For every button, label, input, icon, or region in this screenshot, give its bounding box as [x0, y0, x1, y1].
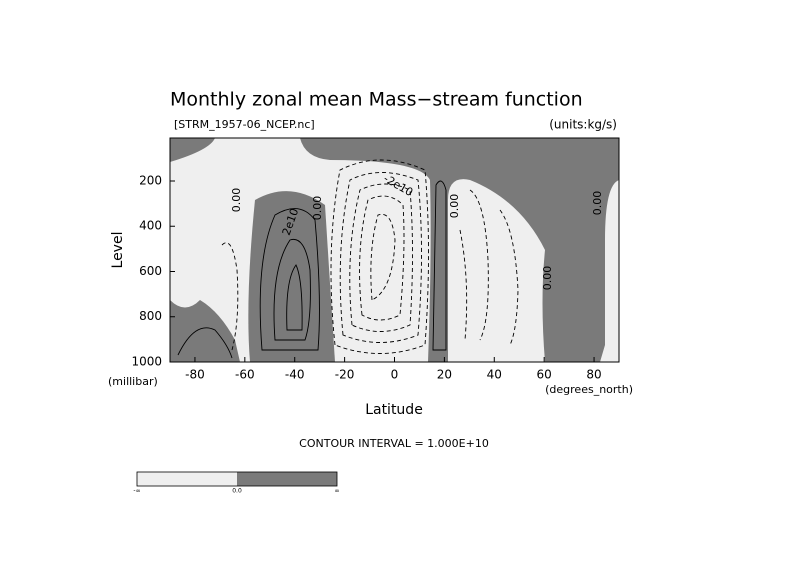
colorbar-positive [237, 472, 337, 486]
contour-lines [177, 159, 519, 359]
colorbar-label: ∞ [335, 488, 340, 495]
colorbar-negative [137, 472, 237, 486]
colorbar-label: -∞ [133, 488, 140, 495]
colorbar-label: 0.0 [232, 488, 242, 495]
x-tick-label: 20 [437, 368, 452, 382]
y-tick-label: 600 [139, 264, 162, 278]
y-tick-label: 800 [139, 309, 162, 323]
x-tick-label: 0 [391, 368, 399, 382]
units: (units:kg/s) [549, 118, 617, 132]
chart-title: Monthly zonal mean Mass−stream function [170, 89, 583, 111]
x-tick-label: -20 [335, 368, 355, 382]
x-axis-label: Latitude [365, 402, 423, 418]
contour-label: 0.00 [311, 196, 324, 221]
contour-interval: CONTOUR INTERVAL = 1.000E+10 [299, 437, 489, 450]
positive-regions [170, 138, 619, 362]
file-name: [STRM_1957-06_NCEP.nc] [174, 118, 315, 131]
x-tick-label: -60 [235, 368, 255, 382]
y-axis-label: Level [110, 232, 126, 269]
colorbar [136, 471, 338, 487]
x-tick-label: -80 [185, 368, 205, 382]
contour-label: 0.00 [448, 194, 461, 219]
colorbar-frame [136, 471, 338, 487]
contour-label: 0.00 [230, 188, 243, 213]
y-tick-label: 200 [139, 173, 162, 187]
y-axis-units: (millibar) [108, 375, 158, 388]
x-tick-label: -40 [285, 368, 305, 382]
contour-label: 0.00 [591, 191, 604, 216]
contour-label: 0.00 [541, 266, 554, 291]
y-tick-label: 400 [139, 219, 162, 233]
y-tick-label: 1000 [131, 355, 162, 369]
x-tick-label: 60 [537, 368, 552, 382]
x-tick-label: 40 [487, 368, 502, 382]
x-tick-label: 80 [586, 368, 601, 382]
x-axis-units: (degrees_north) [545, 383, 633, 396]
